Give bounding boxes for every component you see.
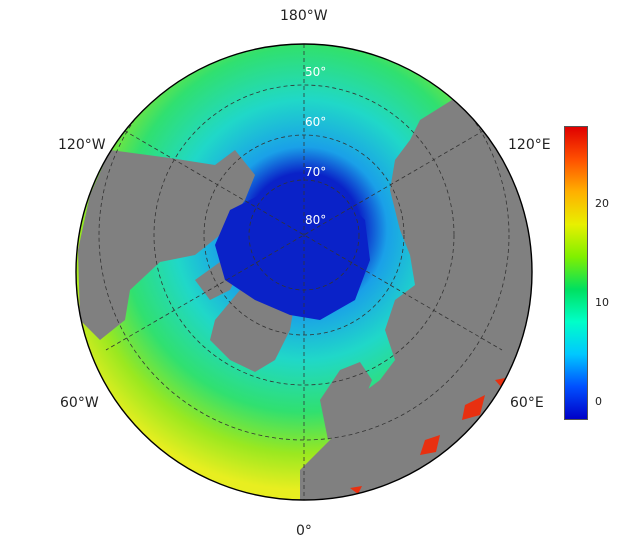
map-border xyxy=(75,43,533,501)
longitude-label-lower-right: 60°E xyxy=(510,395,544,411)
land-north-america xyxy=(78,150,255,340)
svg-text:80°: 80° xyxy=(305,213,326,227)
longitude-label-upper-left: 120°W xyxy=(58,137,106,153)
colorbar-tick-0: 0 xyxy=(595,395,602,408)
colorbar-tick-20: 20 xyxy=(595,197,609,210)
longitude-label-upper-right: 120°E xyxy=(508,137,551,153)
colorbar xyxy=(564,126,588,420)
sea-ice-core xyxy=(215,180,370,320)
warm-spot-red xyxy=(350,378,505,494)
land-scandinavia xyxy=(320,362,372,440)
svg-text:50°: 50° xyxy=(305,65,326,79)
svg-text:70°: 70° xyxy=(305,165,326,179)
longitude-label-lower-left: 60°W xyxy=(60,395,99,411)
latitude-labels: 50° 60° 70° 80° xyxy=(305,65,326,227)
longitude-label-top: 180°W xyxy=(280,8,328,24)
meridians xyxy=(105,44,503,500)
colorbar-tick-10: 10 xyxy=(595,296,609,309)
longitude-label-bottom: 0° xyxy=(296,523,312,539)
svg-text:60°: 60° xyxy=(305,115,326,129)
